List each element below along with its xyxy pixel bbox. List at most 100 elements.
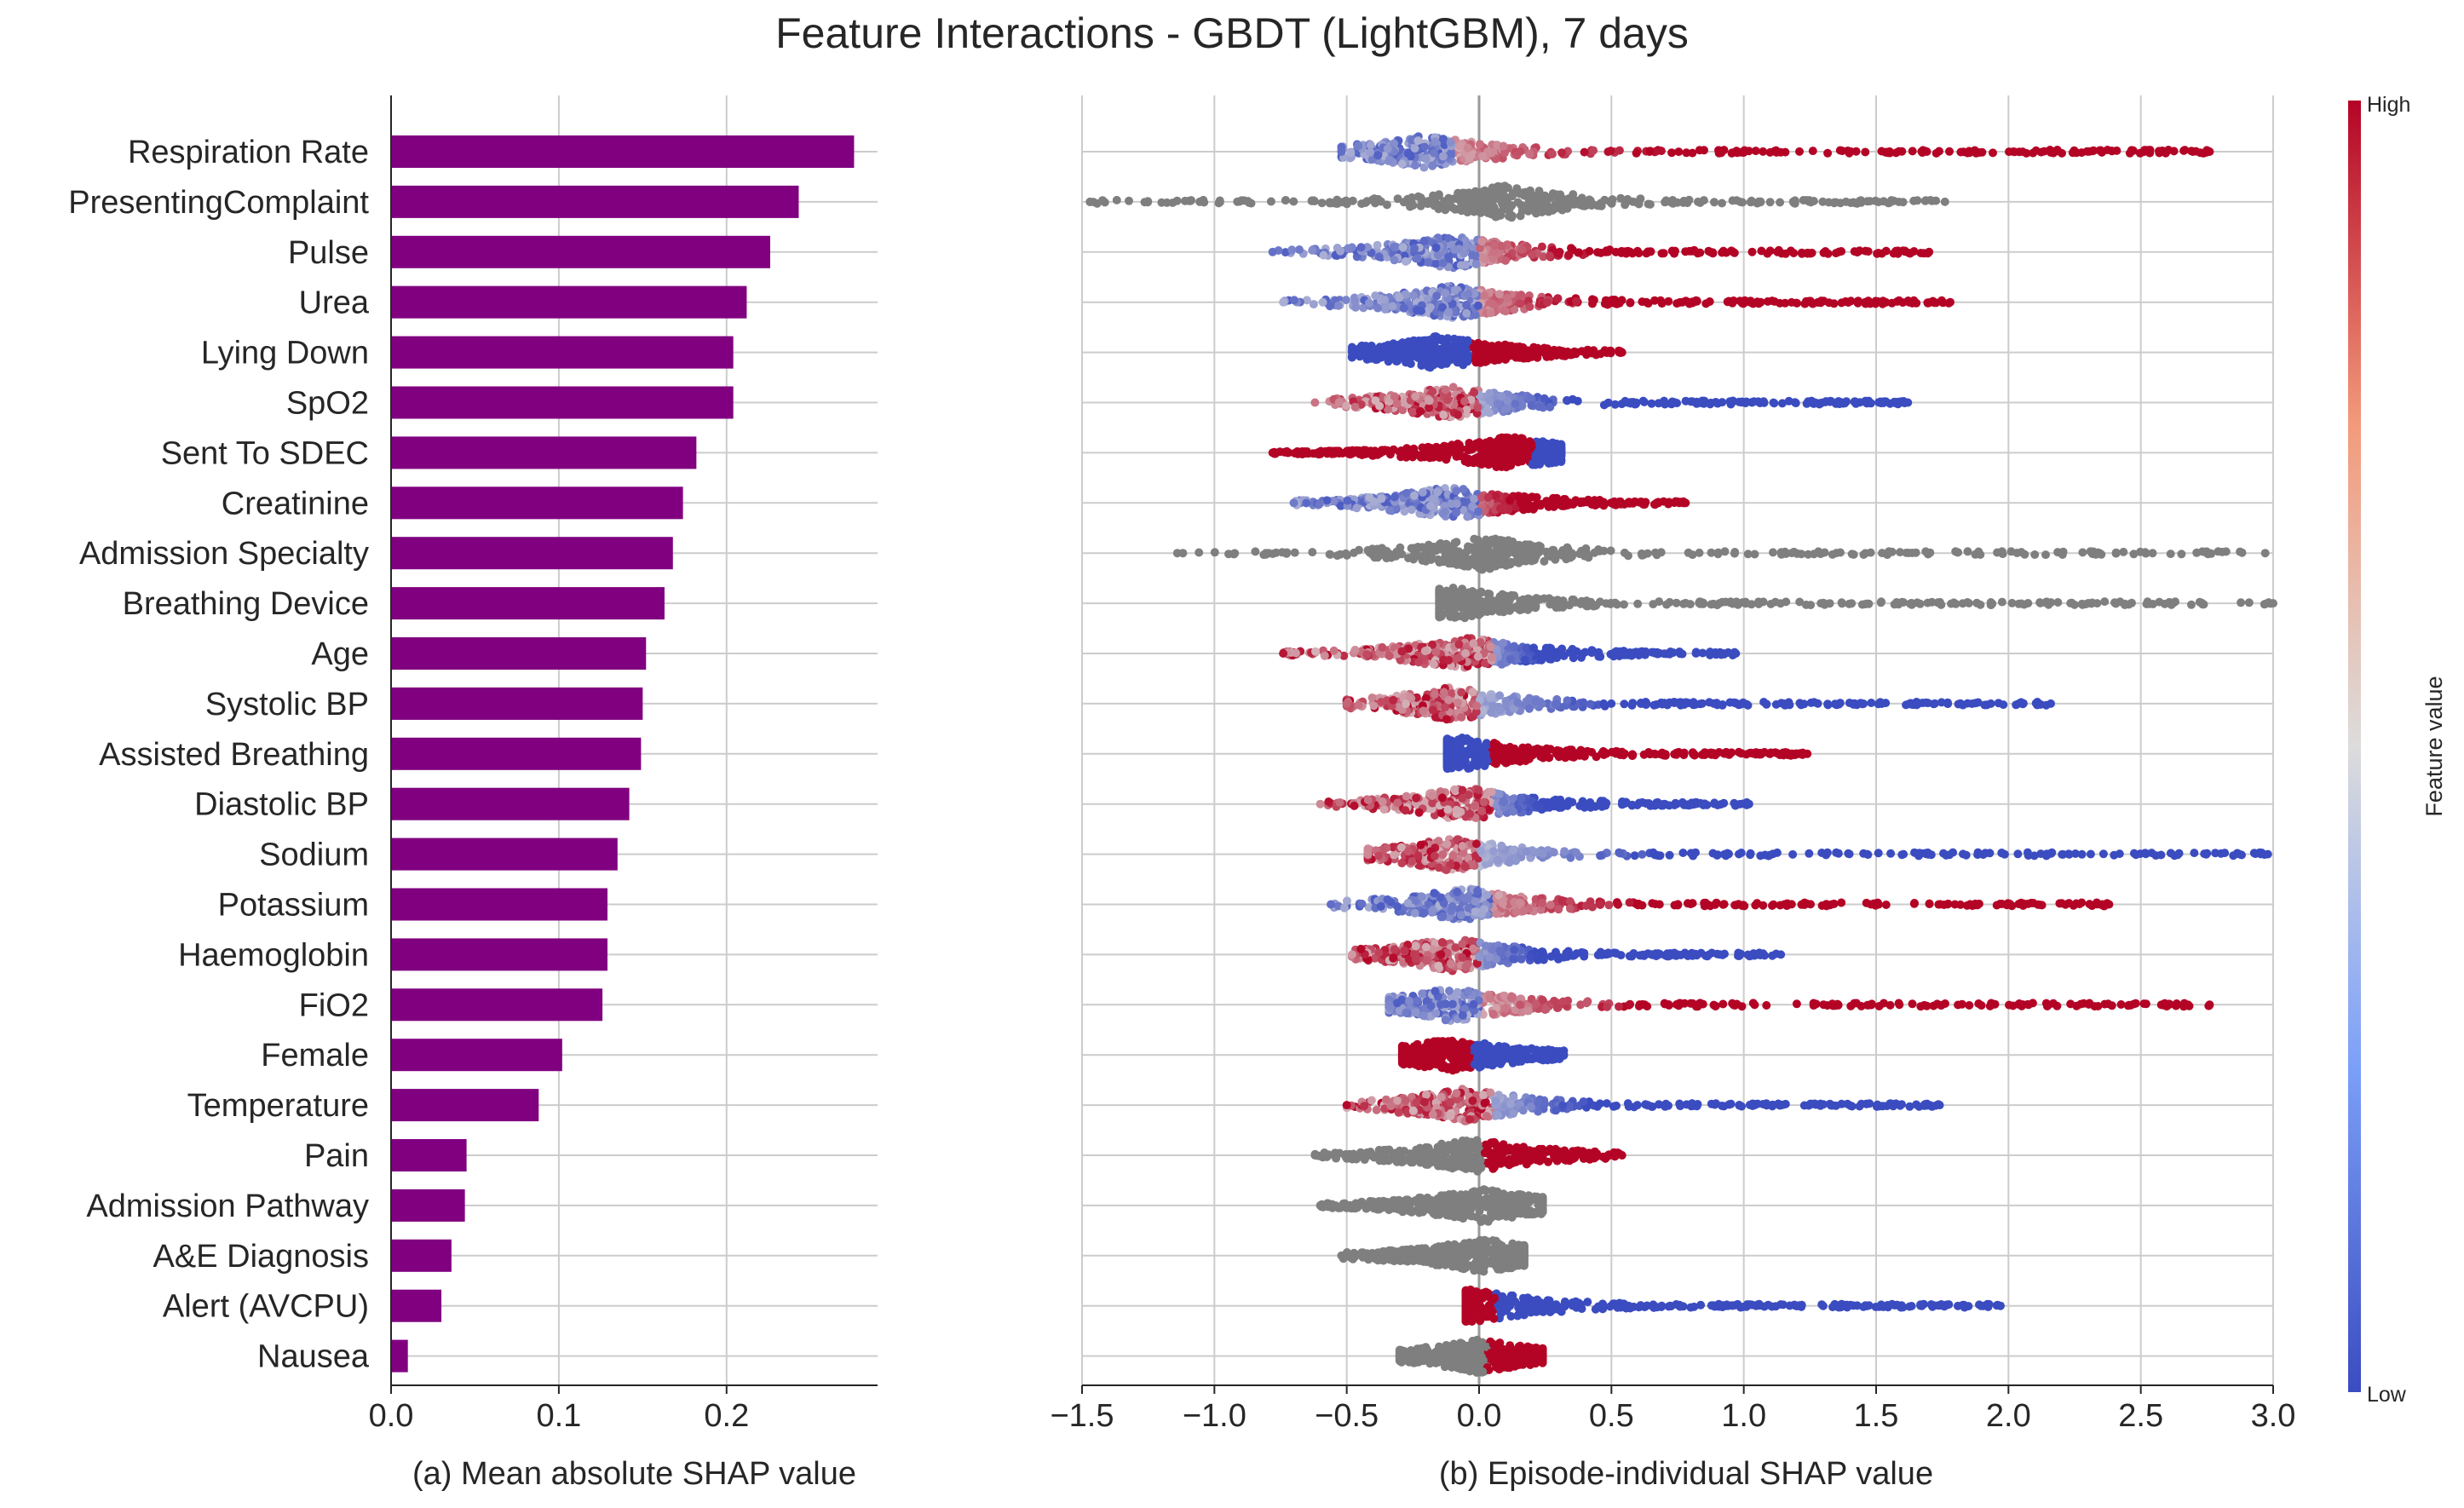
point xyxy=(1439,411,1448,419)
point xyxy=(1751,147,1760,156)
point xyxy=(1395,447,1404,457)
y-label-female: Female xyxy=(261,1038,369,1073)
point xyxy=(1548,149,1557,158)
point xyxy=(1374,252,1384,262)
point xyxy=(1556,190,1565,199)
point xyxy=(2119,547,2128,556)
point xyxy=(1455,141,1465,151)
point xyxy=(1419,551,1428,560)
point xyxy=(1501,256,1510,265)
point xyxy=(1800,299,1810,308)
y-label-breathing-device: Breathing Device xyxy=(123,586,369,622)
point xyxy=(1362,354,1372,364)
point xyxy=(1491,550,1500,559)
point xyxy=(1411,161,1419,170)
point xyxy=(1913,196,1922,205)
point xyxy=(2103,146,2112,154)
point xyxy=(1268,448,1277,458)
point xyxy=(2136,547,2145,556)
point xyxy=(1656,147,1666,156)
point xyxy=(1699,598,1708,607)
point xyxy=(1229,550,1239,559)
point xyxy=(1592,500,1601,509)
point xyxy=(2128,146,2138,155)
point xyxy=(1398,338,1408,348)
swarm-creatinine xyxy=(1289,484,1690,521)
point xyxy=(1731,649,1741,658)
point xyxy=(1438,152,1448,161)
point xyxy=(1545,643,1554,653)
point xyxy=(1471,560,1480,569)
point xyxy=(1355,344,1364,353)
point xyxy=(1861,147,1870,157)
point xyxy=(1366,147,1375,157)
y-label-potassium: Potassium xyxy=(218,888,369,924)
point xyxy=(1585,246,1594,256)
point xyxy=(1435,599,1444,608)
point xyxy=(1491,154,1500,164)
point xyxy=(1373,151,1383,160)
point xyxy=(1475,343,1484,353)
point xyxy=(1251,547,1260,556)
point xyxy=(1963,547,1972,556)
point xyxy=(1397,159,1407,169)
bar-sodium xyxy=(391,837,618,871)
y-label-fio2: FiO2 xyxy=(299,987,369,1023)
point xyxy=(1546,402,1555,412)
point xyxy=(1446,612,1455,621)
point xyxy=(1354,141,1363,151)
point xyxy=(1408,193,1417,202)
point xyxy=(1559,651,1569,660)
point xyxy=(1172,196,1182,205)
point xyxy=(1478,152,1488,161)
point xyxy=(1371,291,1380,301)
point xyxy=(1626,298,1635,307)
point xyxy=(1420,142,1430,152)
point xyxy=(1516,147,1525,156)
point xyxy=(1881,246,1891,256)
point xyxy=(1750,550,1759,559)
point xyxy=(1889,196,1898,205)
point xyxy=(2237,598,2246,607)
point xyxy=(2160,599,2169,608)
panel-b-tick-label: 2.0 xyxy=(1986,1398,2031,1434)
bar-temperature xyxy=(391,1089,539,1122)
point xyxy=(1923,598,1932,607)
point xyxy=(1413,254,1422,263)
point xyxy=(1525,302,1534,311)
point xyxy=(1298,450,1307,459)
point xyxy=(1568,394,1577,404)
point xyxy=(1638,550,1647,560)
point xyxy=(1894,296,1903,305)
point xyxy=(1513,492,1523,501)
point xyxy=(1671,246,1679,256)
point xyxy=(1398,243,1408,252)
bar-admission-specialty xyxy=(391,537,673,570)
point xyxy=(1491,444,1500,453)
panel-a-xlabel: (a) Mean absolute SHAP value xyxy=(412,1456,856,1492)
point xyxy=(1514,543,1523,552)
point xyxy=(2100,597,2110,607)
point xyxy=(1475,140,1484,149)
swarm-pulse xyxy=(1268,233,1934,273)
point xyxy=(1678,297,1687,307)
point xyxy=(1656,296,1665,305)
point xyxy=(1614,648,1623,657)
point xyxy=(1891,399,1901,408)
point xyxy=(1333,551,1342,561)
point xyxy=(1740,296,1749,305)
point xyxy=(1454,653,1462,663)
bar-sent-to-sdec xyxy=(391,436,697,469)
point xyxy=(1390,492,1399,502)
panel-a-tick-label: 0.2 xyxy=(704,1398,749,1434)
point xyxy=(1430,148,1438,158)
point xyxy=(1435,610,1444,619)
point xyxy=(1290,548,1299,557)
point xyxy=(1638,396,1648,406)
point xyxy=(1409,491,1419,500)
point xyxy=(1401,256,1410,266)
point xyxy=(1379,295,1389,304)
bar-fio2 xyxy=(391,988,603,1022)
point xyxy=(1699,399,1708,408)
